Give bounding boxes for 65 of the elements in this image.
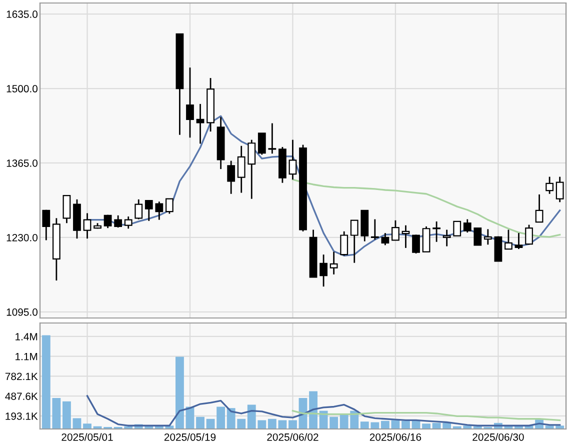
candlestick: [381, 232, 390, 246]
bar: [196, 416, 204, 429]
y-tick-label: 487.6K: [5, 392, 38, 400]
y-tick-label: 1.1M: [16, 352, 38, 360]
candlestick: [535, 194, 544, 223]
candlestick: [288, 139, 297, 180]
candlestick: [525, 224, 533, 246]
y-tick-label: 193.1K: [6, 412, 38, 420]
candlestick: [62, 194, 71, 224]
candlestick: [350, 220, 358, 264]
candlestick: [237, 145, 246, 194]
candlestick: [186, 66, 194, 138]
candlestick: [144, 200, 153, 222]
bar: [309, 391, 318, 429]
candlestick: [442, 229, 451, 247]
candlestick: [114, 214, 122, 228]
candlestick: [370, 218, 379, 240]
candlestick: [474, 228, 482, 246]
bar: [176, 356, 184, 429]
candlestick: [227, 160, 236, 195]
candlestick: [453, 220, 462, 236]
y-tick-label: 1.4M: [16, 333, 38, 340]
candlestick: [392, 220, 400, 241]
candlestick: [248, 139, 256, 200]
candlestick: [258, 132, 266, 156]
candlestick: [340, 230, 348, 256]
candlestick: [320, 254, 328, 288]
candlestick: [42, 209, 50, 241]
line-series: [86, 395, 561, 426]
x-tick-label: 2025/06/16: [370, 433, 422, 441]
y-tick-label: 1635.0: [6, 10, 38, 18]
x-tick-label: 2025/05/01: [62, 433, 113, 441]
y-tick-label: 1095.0: [6, 308, 38, 316]
candlestick: [166, 198, 174, 214]
candlestick: [124, 216, 132, 230]
x-tick-label: 2025/06/30: [472, 433, 524, 441]
candlestick: [155, 200, 164, 220]
candlestick: [196, 103, 204, 144]
bar: [288, 420, 297, 429]
candlestick: [83, 212, 92, 240]
line-series: [292, 410, 561, 422]
candlestick: [330, 251, 338, 276]
bar: [83, 424, 92, 429]
bar: [422, 424, 430, 429]
y-tick-label: 1365.0: [6, 159, 38, 167]
bar: [72, 418, 82, 429]
bar: [62, 401, 71, 429]
y-tick-label: 1230.0: [6, 234, 38, 242]
candlestick: [412, 234, 420, 254]
candlestick: [268, 122, 276, 154]
candlestick: [514, 232, 523, 250]
candlestick: [432, 220, 440, 243]
candlestick: [422, 226, 430, 252]
x-tick-label: 2025/06/02: [267, 433, 318, 441]
candlestick: [402, 224, 410, 249]
candlestick: [504, 229, 512, 250]
candlestick: [104, 214, 112, 229]
y-tick-label: 1500.0: [6, 85, 38, 92]
y-tick-label: 782.1K: [5, 372, 38, 380]
candlestick: [546, 176, 554, 195]
candlestick: [484, 228, 492, 246]
candlestick: [463, 218, 472, 234]
x-tick-label: 2025/05/19: [164, 433, 216, 441]
bar: [402, 420, 410, 429]
candlestick: [134, 198, 143, 220]
